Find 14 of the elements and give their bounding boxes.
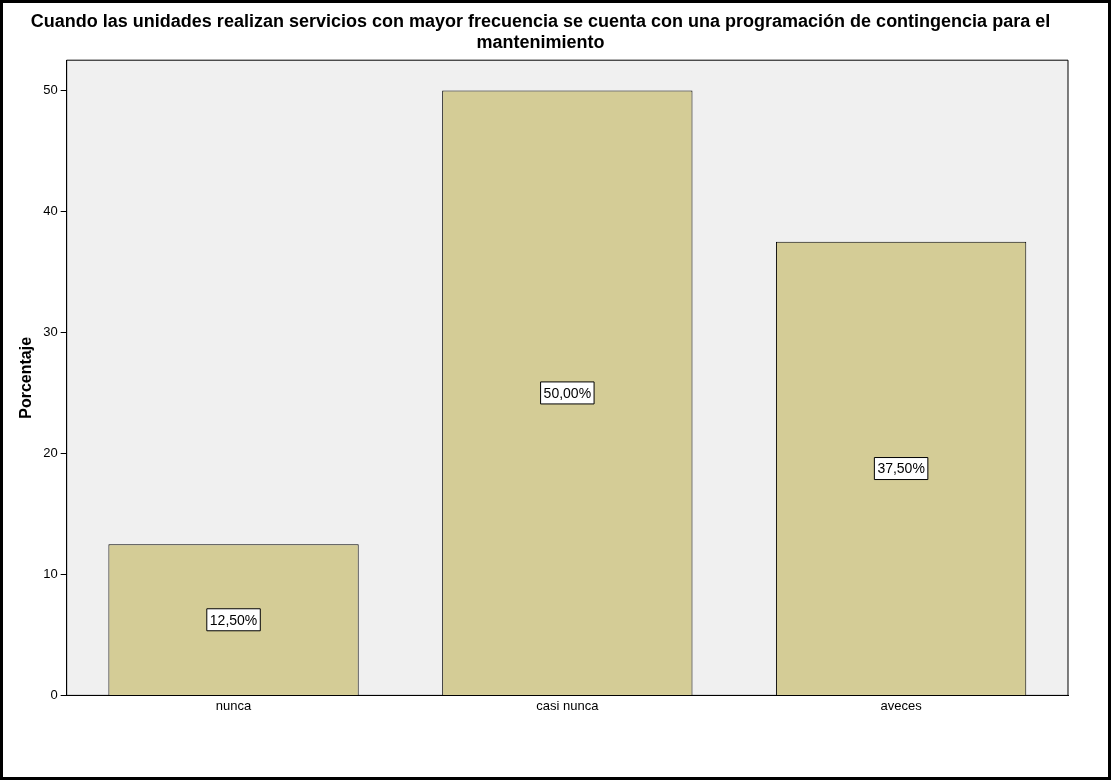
x-tick-label: casi nunca [536,697,600,713]
chart-title: Cuando las unidades realizan servicios con mayor frecuencia se cuenta con una programación de contingencia para el mantenimiento [30,10,1051,53]
x-tick-label: aveces [880,697,923,713]
y-tick-label: 0 [50,686,58,702]
y-tick-label: 30 [43,324,58,340]
data-label: 12,50% [209,611,258,628]
data-label: 37,50% [877,460,925,477]
y-tick-label: 20 [43,445,58,460]
y-tick-label: 40 [43,203,58,219]
y-axis-title: Porcentaje [17,336,35,419]
y-tick-label: 10 [43,565,58,581]
x-tick-label: nunca [215,697,253,713]
y-tick-label: 50 [43,82,58,98]
data-label: 50,00% [543,384,592,401]
